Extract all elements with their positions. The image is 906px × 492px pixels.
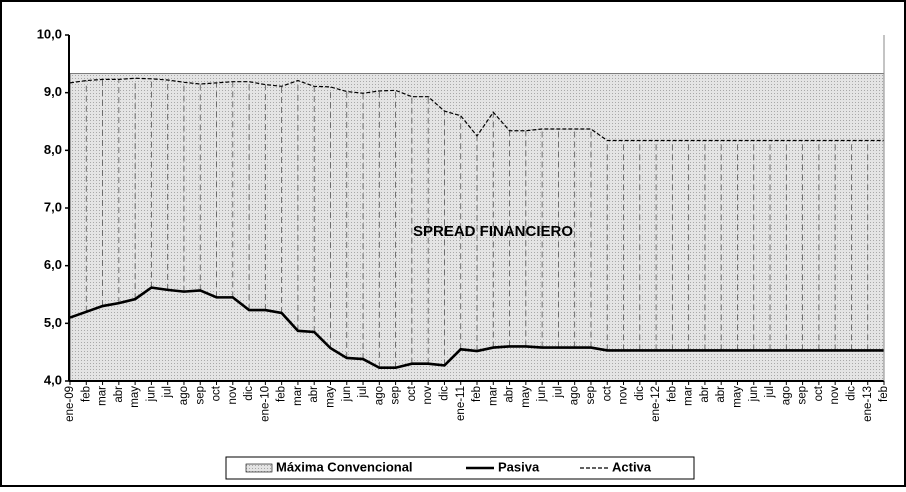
- y-tick-label: 7,0: [44, 199, 62, 214]
- x-tick-label: mar: [487, 386, 499, 406]
- legend-label: Activa: [612, 459, 652, 474]
- x-tick-label: nov: [618, 386, 630, 405]
- x-tick-label: dic: [845, 386, 857, 401]
- x-tick-label: ene-13: [862, 386, 874, 422]
- x-tick-label: feb: [666, 386, 678, 402]
- x-tick-label: jun: [341, 386, 353, 402]
- x-tick-label: may: [129, 386, 141, 408]
- x-tick-label: sep: [390, 386, 402, 405]
- legend-label: Pasiva: [498, 459, 540, 474]
- legend-box: [225, 456, 695, 480]
- x-tick-label: oct: [211, 385, 223, 401]
- x-tick-label: abr: [699, 386, 711, 403]
- x-tick-label: ene-10: [259, 386, 271, 422]
- y-tick-label: 9,0: [44, 84, 62, 99]
- annotation: SPREAD FINANCIERO: [413, 223, 573, 240]
- x-tick-label: ago: [178, 386, 190, 405]
- x-tick-label: dic: [243, 386, 255, 401]
- x-tick-label: sep: [585, 386, 597, 405]
- line-series: [69, 77, 884, 142]
- legend-label: Máxima Convencional: [276, 459, 413, 474]
- legend-swatch: [245, 463, 273, 473]
- x-tick-label: mar: [292, 386, 304, 406]
- x-tick-label: may: [520, 386, 532, 408]
- x-tick-label: mar: [683, 386, 695, 406]
- y-tick-label: 6,0: [44, 257, 62, 272]
- x-tick-label: ene-11: [455, 386, 467, 421]
- x-tick-label: jul: [162, 386, 174, 399]
- x-tick-label: feb: [276, 386, 288, 402]
- x-tick-label: jun: [748, 386, 760, 402]
- x-tick-label: jul: [764, 386, 776, 399]
- x-tick-label: abr: [113, 386, 125, 403]
- x-tick-label: abr: [308, 386, 320, 403]
- x-tick-label: nov: [422, 386, 434, 405]
- x-tick-label: feb: [878, 386, 890, 402]
- x-tick-label: sep: [797, 386, 809, 405]
- x-tick-label: ago: [373, 386, 385, 405]
- x-tick-label: nov: [227, 386, 239, 405]
- y-tick-label: 5,0: [44, 315, 62, 330]
- x-tick-label: oct: [406, 385, 418, 401]
- x-tick-label: abr: [715, 386, 727, 403]
- x-tick-label: dic: [438, 386, 450, 401]
- x-tick-label: jun: [145, 386, 157, 402]
- x-tick-label: abr: [504, 386, 516, 403]
- x-tick-label: oct: [601, 385, 613, 401]
- x-tick-label: dic: [634, 386, 646, 401]
- x-tick-label: mar: [97, 386, 109, 406]
- x-tick-label: ago: [780, 386, 792, 405]
- x-tick-label: feb: [471, 386, 483, 402]
- x-tick-label: ene-09: [64, 386, 76, 422]
- line-series: [69, 286, 884, 370]
- y-tick-label: 8,0: [44, 142, 62, 157]
- x-tick-label: ene-12: [650, 386, 662, 422]
- x-tick-label: jul: [552, 386, 564, 399]
- x-tick-label: ago: [569, 386, 581, 405]
- y-tick-label: 10,0: [37, 26, 62, 41]
- y-tick-label: 4,0: [44, 372, 62, 387]
- x-tick-label: may: [325, 386, 337, 408]
- x-tick-label: jul: [357, 386, 369, 399]
- x-tick-label: may: [732, 386, 744, 408]
- x-tick-label: oct: [813, 385, 825, 401]
- x-tick-label: jun: [536, 386, 548, 402]
- x-tick-label: feb: [80, 386, 92, 402]
- x-tick-label: nov: [829, 386, 841, 405]
- x-tick-label: sep: [194, 386, 206, 405]
